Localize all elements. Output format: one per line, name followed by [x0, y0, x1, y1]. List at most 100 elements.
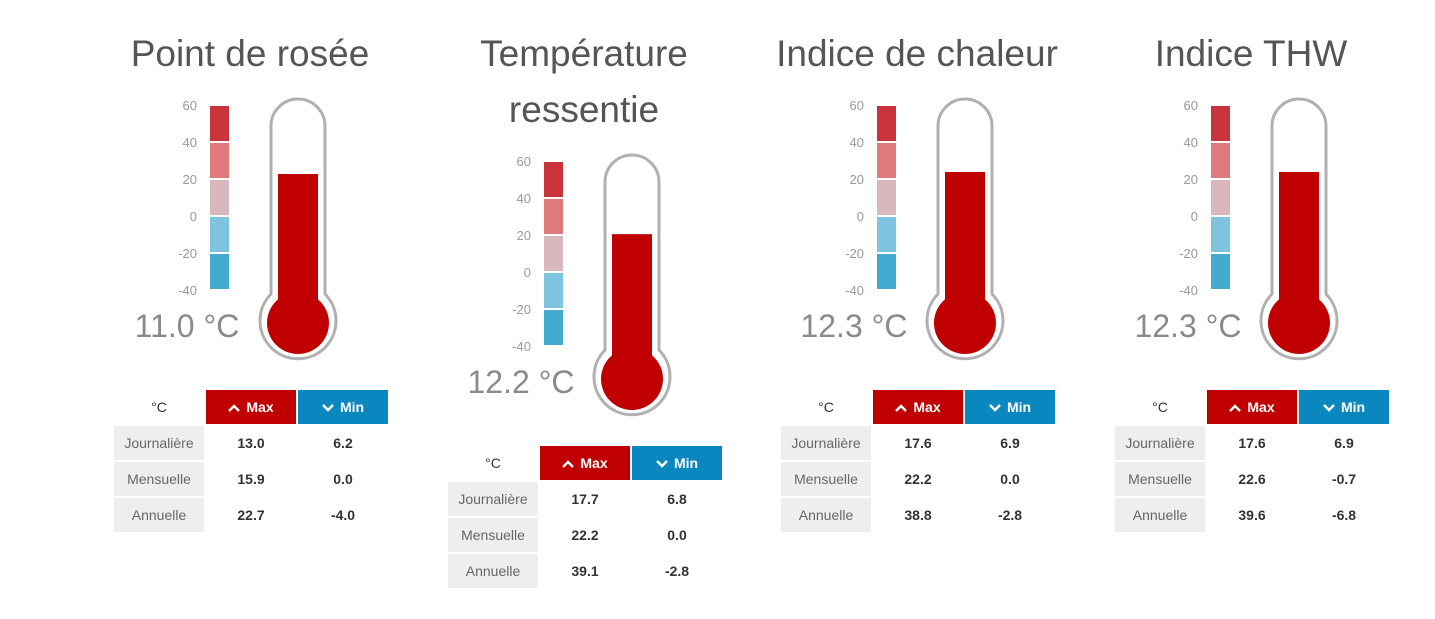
scale-tick-label: -20 [1179, 246, 1198, 261]
max-value: 13.0 [237, 435, 265, 451]
current-value: 11.0 °C [134, 308, 240, 344]
unit-header: °C [151, 399, 167, 415]
min-value: -4.0 [330, 507, 356, 523]
min-value: -2.8 [997, 507, 1023, 523]
stats-table: °C Max Min Journalière 13.0 6.2 Mensuell… [112, 388, 390, 534]
scale-tick-label: 40 [1184, 135, 1198, 150]
scale-segment [1211, 180, 1230, 215]
chevron-up-icon [228, 403, 241, 413]
mercury-column [278, 174, 318, 310]
min-value: 6.9 [1334, 435, 1354, 451]
mercury-bulb [1268, 292, 1330, 354]
max-header[interactable]: Max [1207, 390, 1297, 424]
scale-tick-label: 40 [850, 135, 864, 150]
thermometer-panel-wind-chill: Température ressentie 60 40 20 0 -20 -40 12.2… [434, 0, 734, 619]
row-label: Mensuelle [114, 462, 204, 496]
max-value: 22.7 [237, 507, 265, 523]
min-header[interactable]: Min [1299, 390, 1389, 424]
scale-segment [544, 310, 563, 345]
scale-segment [210, 180, 229, 215]
chevron-up-icon [562, 459, 575, 469]
max-header[interactable]: Max [540, 446, 630, 480]
unit-header: °C [485, 455, 501, 471]
scale-tick-label: -40 [512, 339, 531, 354]
title-line: Température [480, 33, 688, 74]
unit-header: °C [818, 399, 834, 415]
row-label: Annuelle [1115, 498, 1205, 532]
min-value: 0.0 [1000, 471, 1020, 487]
current-value: 12.3 °C [800, 308, 908, 344]
chevron-up-icon [1229, 403, 1242, 413]
scale-tick-label: 0 [190, 209, 197, 224]
scale-tick-label: 60 [517, 154, 531, 169]
chevron-up-icon [895, 403, 908, 413]
scale-tick-label: 0 [524, 265, 531, 280]
scale-segment [210, 143, 229, 178]
scale-segment [210, 254, 229, 289]
min-label: Min [1006, 399, 1032, 415]
min-label: Min [339, 399, 365, 415]
min-label: Min [1340, 399, 1366, 415]
thermometer-graphic: 60 40 20 0 -20 -40 [845, 97, 1005, 361]
table-row: Annuelle 39.1 -2.8 [448, 554, 722, 588]
row-label: Annuelle [781, 498, 871, 532]
min-label: Min [673, 455, 699, 471]
max-value: 22.2 [904, 471, 932, 487]
scale-segment [877, 254, 896, 289]
row-label: Mensuelle [448, 518, 538, 552]
row-label: Annuelle [448, 554, 538, 588]
scale-segment [877, 106, 896, 141]
table-row: Mensuelle 22.6 -0.7 [1115, 462, 1389, 496]
stats-table: °C Max Min Journalière 17.6 6.9 Mensuell… [1113, 388, 1391, 534]
scale-tick-label: 40 [517, 191, 531, 206]
max-label: Max [246, 399, 274, 415]
title-line: Indice de chaleur [776, 33, 1058, 74]
thermometer-graphic: 60 40 20 0 -20 -40 [178, 97, 338, 361]
thermometer-panel-heat-index: Indice de chaleur 60 40 20 0 -20 -40 12.3 °C … [767, 0, 1067, 619]
min-header[interactable]: Min [632, 446, 722, 480]
max-value: 17.7 [571, 491, 599, 507]
table-row: Journalière 17.6 6.9 [1115, 426, 1389, 460]
table-row: Journalière 17.6 6.9 [781, 426, 1055, 460]
scale-segment [877, 143, 896, 178]
table-row: Mensuelle 22.2 0.0 [781, 462, 1055, 496]
min-header[interactable]: Min [965, 390, 1055, 424]
scale-tick-label: 60 [183, 98, 197, 113]
chevron-down-icon [1323, 403, 1335, 413]
scale-tick-label: -20 [512, 302, 531, 317]
table-row: Journalière 13.0 6.2 [114, 426, 388, 460]
scale-segment [877, 180, 896, 215]
scale-tick-label: 20 [183, 172, 197, 187]
title-line: Indice THW [1154, 33, 1348, 74]
panel-title: Point de rosée [100, 26, 400, 82]
title-line: ressentie [508, 89, 660, 130]
table-row: Annuelle 39.6 -6.8 [1115, 498, 1389, 532]
panel-title: Température ressentie [434, 26, 734, 138]
thermometer-graphic: 60 40 20 0 -20 -40 [512, 153, 672, 417]
table-row: Annuelle 22.7 -4.0 [114, 498, 388, 532]
chevron-down-icon [989, 403, 1001, 413]
min-value: 0.0 [333, 471, 353, 487]
max-value: 17.6 [1238, 435, 1266, 451]
scale-tick-label: -20 [178, 246, 197, 261]
max-header[interactable]: Max [873, 390, 963, 424]
max-value: 17.6 [904, 435, 932, 451]
scale-segment [544, 273, 563, 308]
scale-tick-label: -40 [178, 283, 197, 298]
min-value: -6.8 [1331, 507, 1357, 523]
min-value: 6.2 [333, 435, 353, 451]
min-header[interactable]: Min [298, 390, 388, 424]
scale-segment [544, 236, 563, 271]
max-value: 22.6 [1238, 471, 1266, 487]
max-header[interactable]: Max [206, 390, 296, 424]
table-row: Annuelle 38.8 -2.8 [781, 498, 1055, 532]
chevron-down-icon [322, 403, 334, 413]
current-value: 12.3 °C [1134, 308, 1242, 344]
max-value: 38.8 [904, 507, 932, 523]
scale-tick-label: -20 [845, 246, 864, 261]
row-label: Mensuelle [781, 462, 871, 496]
stats-table: °C Max Min Journalière 17.7 6.8 Mensuell… [446, 444, 724, 590]
min-value: 0.0 [667, 527, 687, 543]
scale-tick-label: 60 [1184, 98, 1198, 113]
scale-tick-label: 60 [850, 98, 864, 113]
